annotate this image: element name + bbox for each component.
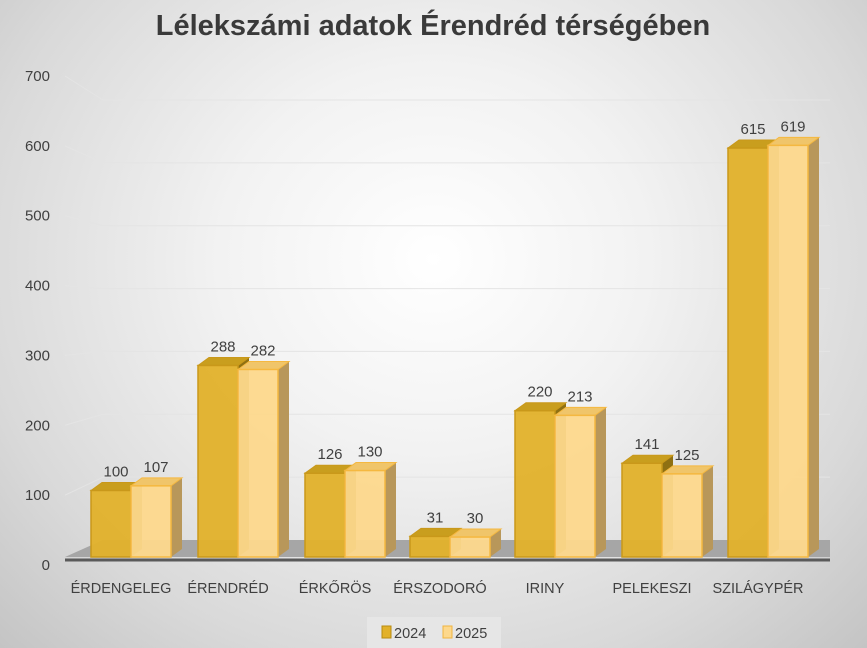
bar-side xyxy=(385,462,396,557)
y-tick-label: 300 xyxy=(25,347,50,364)
x-tick-label: ÉRSZODORÓ xyxy=(393,580,486,597)
bar-front xyxy=(344,469,386,558)
data-label: 30 xyxy=(467,510,484,527)
data-label: 125 xyxy=(674,447,699,464)
x-axis: ÉRDENGELEG ÉRENDRÉD ÉRKŐRÖS ÉRSZODORÓ IRINY P… xyxy=(71,579,804,597)
gridline-diagonal xyxy=(64,215,104,227)
bar-side xyxy=(490,529,501,557)
bar-2025-5 xyxy=(660,465,715,558)
bar-2025-6 xyxy=(766,136,821,558)
bar-side xyxy=(702,465,713,557)
data-label: 619 xyxy=(780,118,805,135)
bar-front xyxy=(554,414,596,558)
gridline-diagonal xyxy=(64,413,104,426)
bar-front xyxy=(409,535,451,558)
y-tick-label: 0 xyxy=(42,557,50,574)
x-tick-label: IRINY xyxy=(526,581,565,597)
bar-front xyxy=(727,147,769,558)
legend-label-2025: 2025 xyxy=(455,626,487,642)
bar-front xyxy=(767,144,809,558)
data-label: 100 xyxy=(103,464,128,481)
data-label: 126 xyxy=(317,446,342,463)
y-axis: 0 100 200 300 400 500 600 700 xyxy=(25,68,50,574)
x-tick-label: SZILÁGYPÉR xyxy=(712,580,803,597)
gridline-diagonal xyxy=(64,476,104,496)
gridline-diagonal xyxy=(64,350,104,356)
gridline-diagonal xyxy=(64,145,104,164)
x-tick-label: ÉRKŐRÖS xyxy=(299,579,372,597)
bar-front xyxy=(661,473,703,558)
gridline-diagonal xyxy=(64,285,104,290)
bar-side xyxy=(171,477,182,557)
bar-side xyxy=(278,361,289,557)
gridline-diagonal xyxy=(64,75,104,101)
bar-2025-2 xyxy=(343,462,398,558)
bar-front xyxy=(197,364,239,558)
y-tick-label: 700 xyxy=(25,68,50,85)
x-tick-label: PELEKESZI xyxy=(613,581,692,597)
data-label: 213 xyxy=(567,388,592,405)
legend-swatch-2024 xyxy=(381,625,392,639)
bar-front xyxy=(621,462,663,558)
y-tick-label: 400 xyxy=(25,278,50,295)
bar-side xyxy=(595,407,606,557)
legend-swatch-2025 xyxy=(442,625,453,639)
bar-front xyxy=(449,536,491,558)
data-label: 615 xyxy=(740,121,765,138)
bar-front xyxy=(130,485,172,558)
y-tick-label: 100 xyxy=(25,487,50,504)
legend[interactable]: 2024 2025 xyxy=(367,617,501,648)
bar-front xyxy=(90,489,132,558)
data-label: 107 xyxy=(143,459,168,476)
data-label: 31 xyxy=(427,509,444,526)
bar-2025-1 xyxy=(236,360,291,558)
x-tick-label: ÉRDENGELEG xyxy=(71,580,172,597)
bar-front xyxy=(237,368,279,558)
data-label: 288 xyxy=(210,338,235,355)
bar-2025-0 xyxy=(129,477,184,558)
y-tick-label: 200 xyxy=(25,417,50,434)
legend-label-2024: 2024 xyxy=(394,626,426,642)
data-label: 220 xyxy=(527,384,552,401)
data-label: 141 xyxy=(634,436,659,453)
data-label: 282 xyxy=(250,342,275,359)
data-label: 130 xyxy=(357,444,382,461)
y-tick-label: 600 xyxy=(25,138,50,155)
bars: 100 107 288 282 126 130 31 30 220 213 141 125 615 619 xyxy=(89,118,821,558)
bar-front xyxy=(514,409,556,558)
y-tick-label: 500 xyxy=(25,208,50,225)
gridlines xyxy=(64,75,830,496)
bar-side xyxy=(808,137,819,558)
x-tick-label: ÉRENDRÉD xyxy=(187,580,268,597)
bar-2025-3 xyxy=(448,528,503,558)
bar-front xyxy=(304,472,346,558)
bar-2025-4 xyxy=(553,406,608,558)
chart-title: Lélekszámi adatok Érendréd térségében xyxy=(156,8,710,42)
